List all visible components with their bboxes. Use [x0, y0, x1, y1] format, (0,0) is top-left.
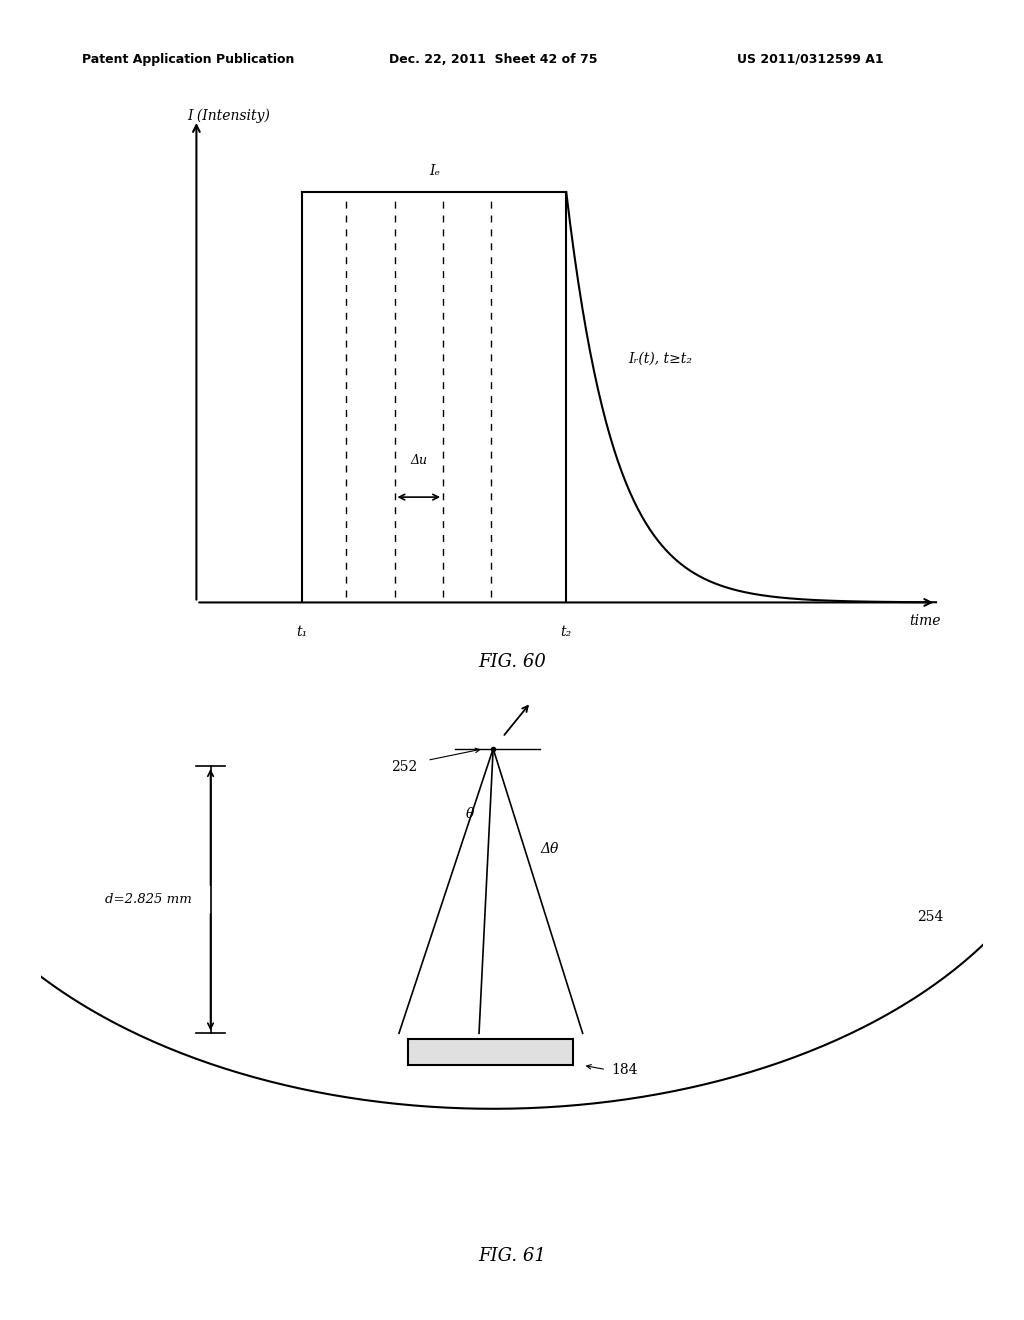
Text: t₁: t₁ [297, 624, 307, 639]
Text: Δu: Δu [411, 454, 427, 467]
Text: d=2.825 mm: d=2.825 mm [104, 894, 191, 907]
Text: Iᵣ(t), t≥t₂: Iᵣ(t), t≥t₂ [628, 351, 692, 366]
Text: 252: 252 [391, 760, 418, 775]
Text: time: time [909, 614, 940, 627]
Text: 184: 184 [611, 1063, 637, 1077]
Text: Dec. 22, 2011  Sheet 42 of 75: Dec. 22, 2011 Sheet 42 of 75 [389, 53, 598, 66]
Text: Patent Application Publication: Patent Application Publication [82, 53, 294, 66]
Text: θ: θ [466, 807, 474, 821]
Text: I (Intensity): I (Intensity) [187, 110, 270, 124]
Text: 254: 254 [918, 909, 943, 924]
Text: FIG. 60: FIG. 60 [478, 653, 546, 672]
Bar [409, 1039, 573, 1065]
Text: Δθ: Δθ [541, 842, 559, 855]
Text: FIG. 61: FIG. 61 [478, 1247, 546, 1266]
Text: US 2011/0312599 A1: US 2011/0312599 A1 [737, 53, 884, 66]
Text: t₂: t₂ [561, 624, 571, 639]
Text: Iₑ: Iₑ [429, 164, 439, 178]
